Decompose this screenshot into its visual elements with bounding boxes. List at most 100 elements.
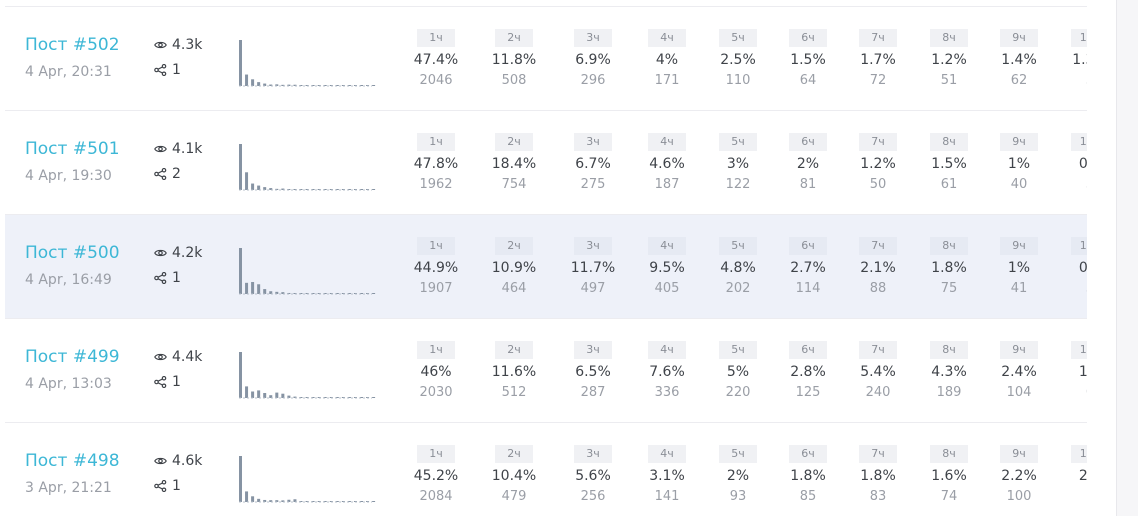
hour-views: 497 [580, 281, 606, 296]
views-value: 4.3k [172, 37, 203, 53]
sparkline-bar [239, 352, 242, 398]
post-title-link[interactable]: Пост #501 [25, 139, 120, 159]
hour-views: 171 [654, 73, 680, 88]
hour-label: 8ч [930, 341, 968, 359]
share-icon [154, 168, 167, 180]
sparkline-bar [275, 84, 279, 86]
hour-stat: 3ч 6.9% 296 [563, 26, 623, 88]
hour-stat: 6ч 2.8% 125 [778, 338, 838, 400]
hour-percent: 1.4 [1078, 364, 1087, 380]
post-title-link[interactable]: Пост #500 [25, 243, 120, 263]
shares-value: 1 [172, 62, 181, 78]
shares-value: 1 [172, 478, 181, 494]
hour-percent: 0.9 [1078, 260, 1087, 276]
sparkline-bar [275, 188, 279, 190]
hour-views: 104 [1006, 385, 1032, 400]
hour-label: 9ч [1000, 341, 1038, 359]
hour-stat: 4ч 3.1% 141 [637, 442, 697, 504]
sparkline-bar [269, 500, 273, 502]
hour-label: 10ч [1071, 133, 1087, 151]
hour-views: 189 [936, 385, 962, 400]
hour-label: 9ч [1000, 133, 1038, 151]
hour-stat: 5ч 5% 220 [708, 338, 768, 400]
post-row[interactable]: Пост #498 3 Apr, 21:21 4.6k 1 1ч 45.2% 2084 2ч 1… [5, 423, 1087, 516]
hour-label: 7ч [859, 341, 897, 359]
sparkline-bar [311, 397, 315, 398]
hour-stat: 6ч 2.7% 114 [778, 234, 838, 296]
sparkline-bar [372, 189, 376, 190]
hour-percent: 2.8% [790, 364, 826, 380]
hour-stat: 8ч 1.2% 51 [919, 26, 979, 88]
hour-label: 7ч [859, 29, 897, 47]
sparkline-bar [347, 189, 351, 190]
sparkline-bar [257, 390, 261, 398]
eye-icon [154, 353, 167, 361]
post-title-link[interactable]: Пост #499 [25, 347, 120, 367]
post-row[interactable]: Пост #502 4 Apr, 20:31 4.3k 1 1ч 47.4% 2046 2ч 1… [5, 7, 1087, 111]
hour-label: 9ч [1000, 29, 1038, 47]
hour-views: 93 [729, 489, 747, 504]
hour-views: 100 [1006, 489, 1032, 504]
sparkline-bar [239, 40, 242, 86]
hour-views: 88 [869, 281, 887, 296]
hour-percent: 2.7 [1078, 468, 1087, 484]
hour-views: 51 [940, 73, 958, 88]
hour-percent: 1.8% [860, 468, 896, 484]
sparkline-bar [251, 183, 255, 190]
hour-stat: 5ч 2.5% 110 [708, 26, 768, 88]
sparkline-bar [335, 501, 339, 502]
hour-views: 256 [580, 489, 606, 504]
hour-stat: 9ч 1.4% 62 [989, 26, 1049, 88]
hour-stat: 1ч 46% 2030 [406, 338, 466, 400]
hour-label: 5ч [719, 445, 757, 463]
sparkline-bar [281, 292, 285, 294]
hour-views: 240 [865, 385, 891, 400]
sparkline-bar [287, 84, 291, 86]
sparkline-bar [360, 85, 363, 86]
shares-count: 1 [154, 270, 181, 286]
scrollbar[interactable] [1116, 0, 1138, 516]
hour-views: 296 [580, 73, 606, 88]
hour-views: 64 [799, 73, 817, 88]
hour-views: 187 [654, 177, 680, 192]
hour-percent: 4.3% [931, 364, 967, 380]
shares-value: 2 [172, 166, 181, 182]
hour-stat: 7ч 1.2% 50 [848, 130, 908, 192]
sparkline-bar [287, 499, 291, 502]
sparkline-bar [293, 189, 297, 190]
hour-stat: 8ч 1.8% 75 [919, 234, 979, 296]
sparkline-bar [311, 189, 315, 190]
eye-icon [154, 145, 167, 153]
sparkline-bar [263, 83, 267, 86]
hour-percent: 2.1% [860, 260, 896, 276]
post-row[interactable]: Пост #500 4 Apr, 16:49 4.2k 1 1ч 44.9% 1907 2ч 1… [5, 215, 1087, 319]
hour-views: 3 [1060, 281, 1087, 296]
post-title-link[interactable]: Пост #502 [25, 35, 120, 55]
hour-stat: 6ч 1.8% 85 [778, 442, 838, 504]
hour-percent: 1.8% [790, 468, 826, 484]
hour-views: 81 [799, 177, 817, 192]
post-title-link[interactable]: Пост #498 [25, 451, 120, 471]
hour-stat: 3ч 6.7% 275 [563, 130, 623, 192]
hour-percent: 11.7% [570, 260, 616, 276]
post-row[interactable]: Пост #501 4 Apr, 19:30 4.1k 2 1ч 47.8% 1962 2ч 1… [5, 111, 1087, 215]
hour-label: 4ч [648, 341, 686, 359]
sparkline-bar [275, 392, 279, 398]
hour-stat: 2ч 18.4% 754 [484, 130, 544, 192]
sparkline-bar [245, 172, 249, 190]
hour-percent: 1.2% [860, 156, 896, 172]
hour-label: 1ч [417, 29, 455, 47]
sparkline-bar [263, 499, 267, 502]
sparkline-bar [293, 499, 297, 502]
hour-label: 6ч [789, 341, 827, 359]
sparkline-bar [251, 79, 255, 86]
post-list: Пост #502 4 Apr, 20:31 4.3k 1 1ч 47.4% 2046 2ч 1… [5, 6, 1087, 516]
hour-views: 1907 [419, 281, 453, 296]
hour-views: 287 [580, 385, 606, 400]
hour-stat: 1ч 47.8% 1962 [406, 130, 466, 192]
post-row[interactable]: Пост #499 4 Apr, 13:03 4.4k 1 1ч 46% 2030 2ч 11.… [5, 319, 1087, 423]
hour-label: 3ч [574, 341, 612, 359]
sparkline-bar [275, 500, 279, 502]
hour-label: 5ч [719, 237, 757, 255]
hour-percent: 3% [726, 156, 750, 172]
